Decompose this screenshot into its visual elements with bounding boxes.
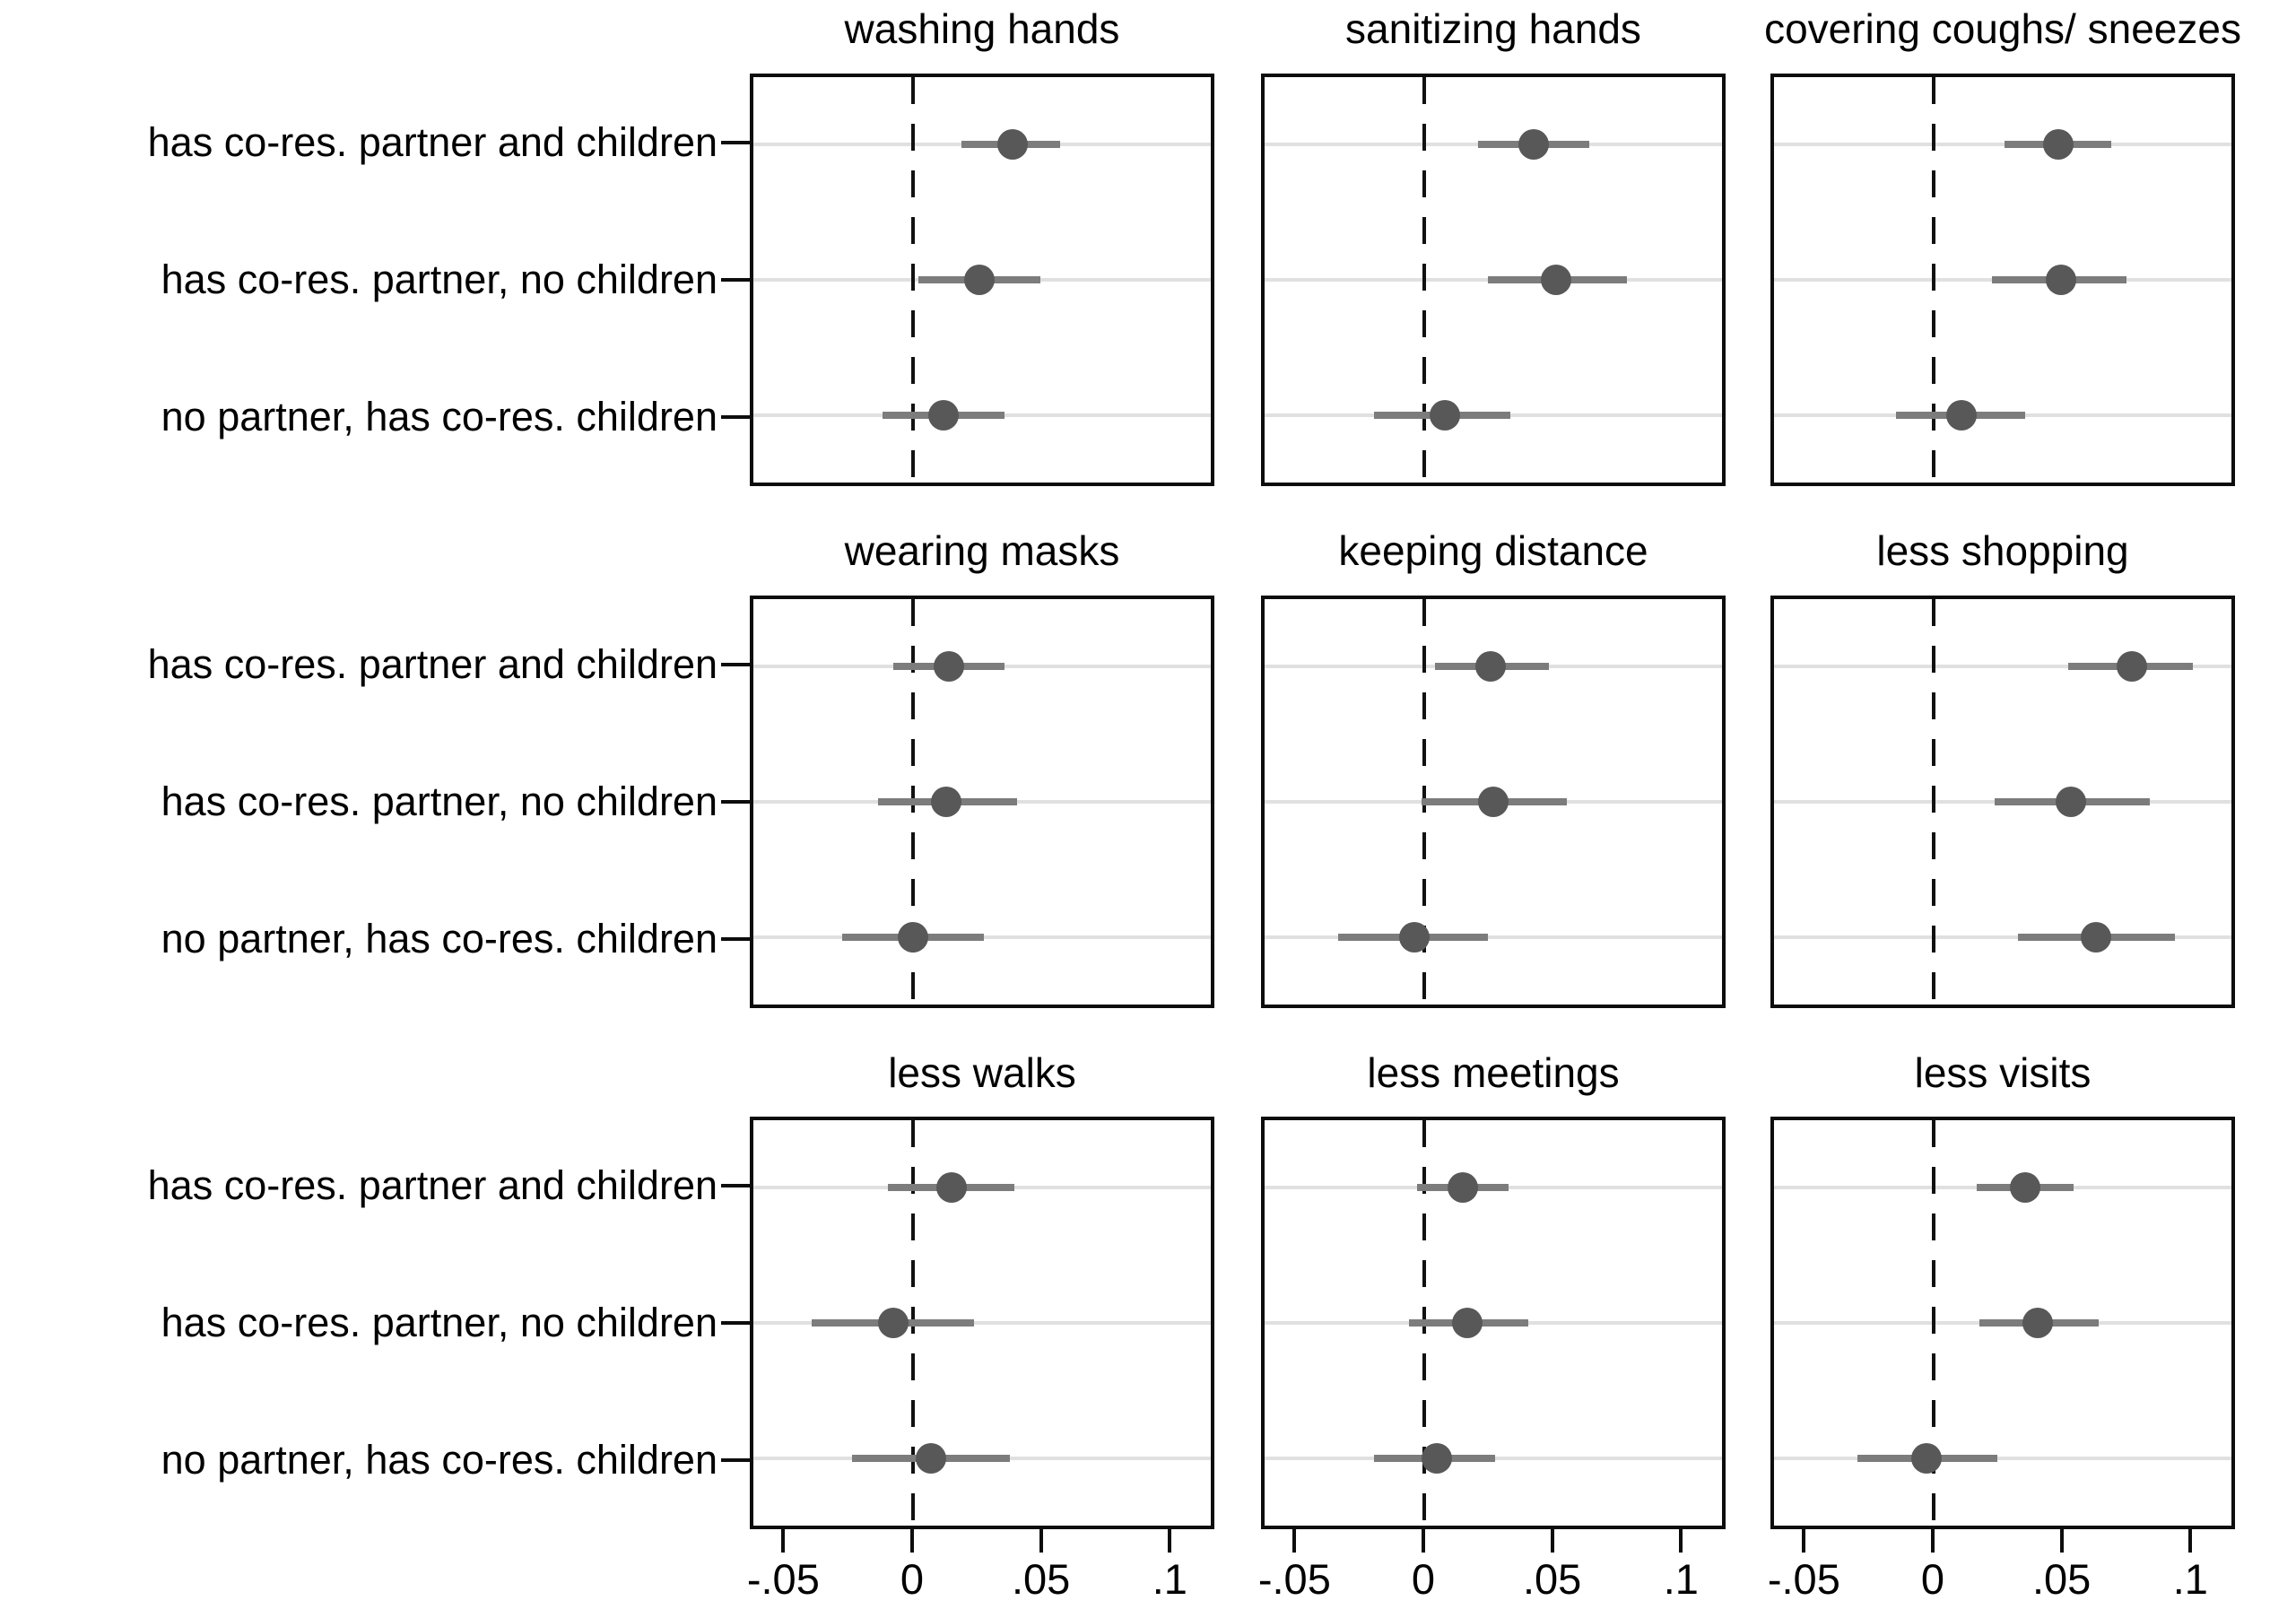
x-axis-tick-label: -.05 bbox=[1767, 1555, 1840, 1603]
panel-title-wearing-masks: wearing masks bbox=[844, 527, 1120, 574]
row-label-partner-and-children: has co-res. partner and children bbox=[147, 1162, 718, 1208]
x-axis-tick bbox=[1679, 1529, 1683, 1553]
panel-wearing-masks bbox=[750, 596, 1214, 1008]
zero-reference-line bbox=[911, 77, 916, 483]
category-gridline bbox=[1774, 1456, 2231, 1460]
x-axis-tick-label: -.05 bbox=[1257, 1555, 1331, 1603]
x-axis-tick bbox=[1039, 1529, 1043, 1553]
point-estimate-marker bbox=[1541, 265, 1572, 295]
panel-less-meetings bbox=[1261, 1117, 1726, 1529]
y-axis-tick bbox=[721, 662, 750, 666]
panel-less-visits bbox=[1770, 1117, 2235, 1529]
panel-less-shopping bbox=[1770, 596, 2235, 1008]
x-axis-tick bbox=[2059, 1529, 2064, 1553]
category-gridline bbox=[1774, 143, 2231, 147]
point-estimate-marker bbox=[916, 1442, 946, 1474]
zero-reference-line bbox=[1932, 599, 1936, 1005]
row-label-partner-and-children: has co-res. partner and children bbox=[147, 119, 718, 165]
row-label-no-partner-children: no partner, has co-res. children bbox=[161, 916, 718, 961]
category-gridline bbox=[1774, 935, 2231, 939]
point-estimate-marker bbox=[2022, 1308, 2054, 1338]
panel-title-washing-hands: washing hands bbox=[844, 5, 1120, 52]
y-axis-tick bbox=[721, 1458, 750, 1463]
x-axis-tick bbox=[1292, 1529, 1297, 1553]
category-gridline bbox=[1774, 665, 2231, 669]
category-gridline bbox=[753, 1321, 1211, 1325]
x-axis-tick-label: .1 bbox=[1152, 1555, 1187, 1603]
point-estimate-marker bbox=[930, 787, 961, 817]
panel-keeping-distance bbox=[1261, 596, 1726, 1008]
x-axis-tick-label: .05 bbox=[1522, 1555, 1582, 1603]
point-estimate-marker bbox=[2116, 651, 2147, 683]
panel-title-sanitizing-hands: sanitizing hands bbox=[1345, 5, 1641, 52]
point-estimate-marker bbox=[1452, 1308, 1483, 1338]
point-estimate-marker bbox=[1477, 787, 1509, 817]
y-axis-tick bbox=[721, 1183, 750, 1187]
x-axis-tick-label: .05 bbox=[1011, 1555, 1071, 1603]
panel-title-keeping-distance: keeping distance bbox=[1338, 527, 1648, 574]
point-estimate-marker bbox=[1429, 399, 1460, 431]
panel-covering-coughs bbox=[1770, 74, 2235, 486]
category-gridline bbox=[1265, 935, 1722, 939]
x-axis-tick-label: -.05 bbox=[746, 1555, 820, 1603]
row-label-partner-no-children: has co-res. partner, no children bbox=[161, 779, 718, 824]
point-estimate-marker bbox=[1910, 1442, 1942, 1474]
point-estimate-marker bbox=[1422, 1442, 1453, 1474]
panel-sanitizing-hands bbox=[1261, 74, 1726, 486]
point-estimate-marker bbox=[2045, 265, 2076, 295]
point-estimate-marker bbox=[1398, 921, 1430, 953]
point-estimate-marker bbox=[2055, 787, 2086, 817]
panel-title-less-shopping: less shopping bbox=[1876, 527, 2129, 574]
panel-title-less-visits: less visits bbox=[1914, 1049, 2092, 1096]
x-axis-tick-label: 0 bbox=[1411, 1555, 1436, 1603]
point-estimate-marker bbox=[2042, 129, 2074, 161]
x-axis-tick bbox=[1550, 1529, 1554, 1553]
point-estimate-marker bbox=[1518, 129, 1549, 161]
x-axis-tick bbox=[1802, 1529, 1806, 1553]
x-axis-tick bbox=[1930, 1529, 1935, 1553]
panel-title-less-meetings: less meetings bbox=[1367, 1049, 1620, 1096]
zero-reference-line bbox=[1932, 77, 1936, 483]
point-estimate-marker bbox=[935, 1172, 967, 1204]
x-axis-tick-label: .1 bbox=[1663, 1555, 1699, 1603]
row-label-partner-no-children: has co-res. partner, no children bbox=[161, 257, 718, 302]
point-estimate-marker bbox=[877, 1308, 909, 1338]
x-axis-tick bbox=[781, 1529, 786, 1553]
x-axis-tick-label: 0 bbox=[900, 1555, 925, 1603]
zero-reference-line bbox=[1932, 1120, 1936, 1526]
point-estimate-marker bbox=[2081, 921, 2112, 953]
row-label-partner-and-children: has co-res. partner and children bbox=[147, 641, 718, 687]
zero-reference-line bbox=[1422, 77, 1427, 483]
x-axis-tick bbox=[2188, 1529, 2193, 1553]
x-axis-tick-label: .05 bbox=[2031, 1555, 2092, 1603]
panel-washing-hands bbox=[750, 74, 1214, 486]
point-estimate-marker bbox=[1946, 399, 1978, 431]
x-axis-tick bbox=[1168, 1529, 1172, 1553]
point-estimate-marker bbox=[963, 265, 995, 295]
y-axis-tick bbox=[721, 278, 750, 282]
x-axis-tick-label: .1 bbox=[2172, 1555, 2208, 1603]
point-estimate-marker bbox=[2010, 1172, 2041, 1204]
panel-less-walks bbox=[750, 1117, 1214, 1529]
x-axis-tick bbox=[909, 1529, 914, 1553]
x-axis-tick-label: 0 bbox=[1920, 1555, 1945, 1603]
y-axis-tick bbox=[721, 937, 750, 942]
point-estimate-marker bbox=[1447, 1172, 1478, 1204]
y-axis-tick bbox=[721, 1321, 750, 1325]
point-estimate-marker bbox=[898, 921, 929, 953]
panel-title-less-walks: less walks bbox=[888, 1049, 1076, 1096]
y-axis-tick bbox=[721, 415, 750, 420]
panel-title-covering-coughs: covering coughs/ sneezes bbox=[1764, 5, 2241, 52]
point-estimate-marker bbox=[1474, 651, 1506, 683]
point-estimate-marker bbox=[933, 651, 964, 683]
point-estimate-marker bbox=[928, 399, 960, 431]
point-estimate-marker bbox=[996, 129, 1028, 161]
row-label-partner-no-children: has co-res. partner, no children bbox=[161, 1300, 718, 1345]
x-axis-tick bbox=[1421, 1529, 1425, 1553]
y-axis-tick bbox=[721, 800, 750, 804]
row-label-no-partner-children: no partner, has co-res. children bbox=[161, 394, 718, 439]
y-axis-tick bbox=[721, 140, 750, 144]
row-label-no-partner-children: no partner, has co-res. children bbox=[161, 1437, 718, 1483]
